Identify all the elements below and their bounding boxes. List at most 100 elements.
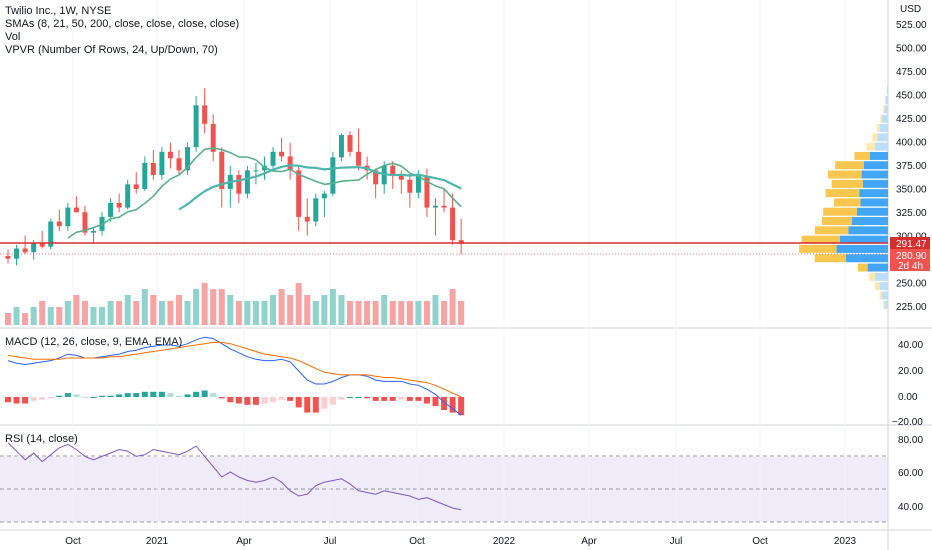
last-price-value: 280.90 bbox=[896, 251, 927, 262]
volume-bar bbox=[415, 301, 422, 325]
vpvr-down-bar bbox=[835, 161, 864, 170]
vpvr-down-bar bbox=[801, 235, 840, 244]
candle-body bbox=[373, 170, 379, 185]
vpvr-up-bar bbox=[836, 244, 888, 253]
vpvr-up-bar bbox=[864, 161, 888, 170]
volume-bar bbox=[99, 307, 106, 325]
candle-body bbox=[167, 151, 173, 159]
candle-body bbox=[82, 212, 88, 233]
rsi-pane bbox=[7, 442, 462, 511]
volume-bar bbox=[389, 301, 396, 325]
macd-histogram-bar bbox=[235, 397, 242, 404]
volume-bar bbox=[39, 301, 46, 325]
volume-bar bbox=[184, 301, 191, 325]
candle-body bbox=[321, 193, 327, 199]
volume-bar bbox=[432, 295, 439, 325]
candle-body bbox=[14, 248, 20, 259]
macd-histogram-bar bbox=[270, 397, 277, 403]
macd-histogram-bar bbox=[423, 397, 430, 404]
time-tick-label: Apr bbox=[581, 536, 597, 547]
volume-bar bbox=[56, 307, 63, 325]
vpvr-down-bar bbox=[858, 263, 868, 272]
candle-body bbox=[450, 207, 456, 241]
vpvr-up-bar bbox=[860, 198, 888, 207]
candle-body bbox=[236, 175, 242, 194]
candle-body bbox=[347, 135, 353, 152]
volume-bar bbox=[90, 307, 97, 325]
macd-histogram-bar bbox=[252, 397, 259, 405]
macd-histogram-bar bbox=[287, 397, 294, 401]
volume-bar bbox=[81, 301, 88, 325]
price-tick-label: 225.00 bbox=[896, 302, 927, 313]
candle-body bbox=[287, 156, 293, 171]
moving-averages bbox=[67, 147, 462, 239]
macd-histogram-bar bbox=[193, 391, 200, 397]
macd-histogram-bar bbox=[30, 397, 37, 401]
volume-bar bbox=[107, 301, 114, 325]
volume-bar bbox=[338, 295, 345, 325]
candle-body bbox=[125, 184, 131, 208]
sma-8-line bbox=[67, 147, 462, 239]
rsi-tick-label: 60.00 bbox=[898, 468, 923, 479]
chart-title: Twilio Inc., 1W, NYSE bbox=[5, 5, 111, 17]
macd-histogram-bar bbox=[304, 397, 311, 413]
vpvr-down-bar bbox=[879, 291, 882, 300]
macd-histogram-bar bbox=[73, 394, 80, 397]
price-tick-label: 400.00 bbox=[896, 138, 927, 149]
volume-bar bbox=[176, 295, 182, 325]
vpvr-down-bar bbox=[831, 179, 863, 188]
volume-bar bbox=[441, 301, 448, 325]
candle-body bbox=[244, 170, 250, 194]
indicator-smas: SMAs (8, 21, 50, 200, close, close, clos… bbox=[5, 18, 239, 30]
vpvr-up-bar bbox=[884, 300, 888, 309]
vpvr-down-bar bbox=[880, 114, 882, 123]
volume-bar bbox=[244, 301, 251, 325]
vpvr-down-bar bbox=[874, 282, 880, 291]
volume-bar bbox=[423, 301, 430, 325]
macd-tick-label: 0.00 bbox=[898, 392, 918, 403]
candle-body bbox=[159, 151, 165, 176]
volume-bar bbox=[116, 301, 123, 325]
vpvr-up-bar bbox=[859, 189, 888, 198]
candle-body bbox=[433, 205, 438, 208]
sma-21-line bbox=[178, 164, 462, 211]
candle-body bbox=[458, 240, 464, 244]
macd-histogram-bar bbox=[372, 397, 379, 401]
volume-bar bbox=[158, 301, 165, 325]
macd-line bbox=[7, 336, 462, 416]
vpvr-down-bar bbox=[883, 300, 885, 309]
vpvr-up-bar bbox=[884, 105, 888, 114]
candle-body bbox=[424, 175, 430, 208]
macd-histogram-bar bbox=[227, 397, 234, 403]
signal-line bbox=[7, 341, 462, 398]
macd-histogram-bar bbox=[116, 394, 123, 397]
price-tick-label: 500.00 bbox=[896, 44, 927, 55]
volume-bar bbox=[398, 301, 405, 325]
candle-body bbox=[39, 242, 45, 247]
rsi-line bbox=[7, 442, 462, 511]
macd-histogram-bar bbox=[124, 393, 131, 397]
macd-histogram-bar bbox=[329, 397, 336, 405]
volume-bar bbox=[295, 283, 302, 325]
volume-bar bbox=[124, 295, 131, 325]
indicator-vpvr: VPVR (Number Of Rows, 24, Up/Down, 70) bbox=[5, 44, 218, 56]
candle-body bbox=[441, 205, 447, 208]
macd-histogram-bar bbox=[13, 397, 20, 404]
vpvr-down-bar bbox=[883, 105, 885, 114]
time-tick-label: 2021 bbox=[146, 536, 169, 547]
macd-histogram-bar bbox=[458, 397, 465, 416]
macd-histogram-bar bbox=[338, 397, 345, 400]
candle-body bbox=[304, 216, 310, 222]
candle-body bbox=[133, 184, 139, 189]
vpvr-up-bar bbox=[848, 226, 888, 235]
macd-histogram-bar bbox=[210, 393, 217, 397]
candle-body bbox=[22, 248, 28, 253]
macd-histogram-bar bbox=[389, 397, 396, 401]
volume-profile bbox=[799, 86, 888, 309]
candle-body bbox=[150, 162, 156, 176]
price-tick-label: 250.00 bbox=[896, 279, 927, 290]
macd-histogram-bar bbox=[312, 397, 319, 413]
candle-body bbox=[185, 147, 191, 171]
macd-histogram-bar bbox=[158, 391, 165, 397]
